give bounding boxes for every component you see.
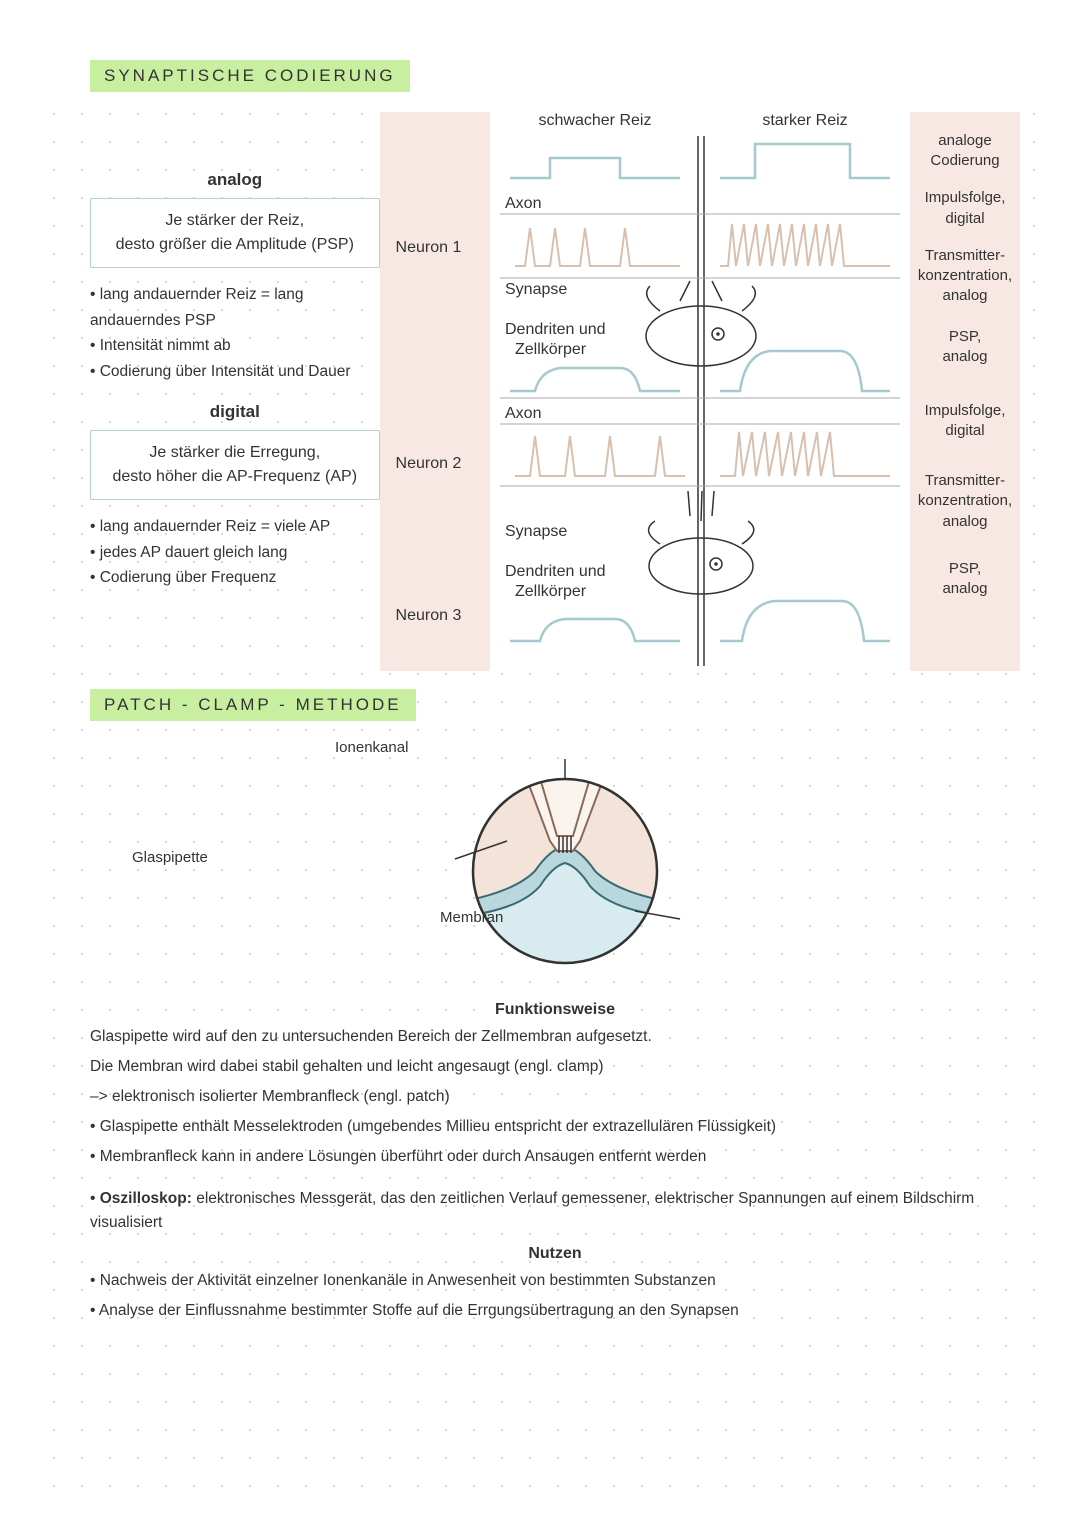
right-col: analoge Codierung Impulsfolge,digital Tr… xyxy=(910,112,1020,671)
svg-text:Axon: Axon xyxy=(505,405,541,422)
patch-clamp-diagram xyxy=(335,741,775,991)
left-column: analog Je stärker der Reiz, desto größer… xyxy=(90,112,380,671)
mid-n1: Neuron 1 xyxy=(390,214,480,282)
mid-n2: Neuron 2 xyxy=(390,430,480,498)
diag-headers: schwacher Reiz starker Reiz xyxy=(490,112,910,130)
mid-col: Neuron 1 Neuron 2 Neuron 3 xyxy=(380,112,490,671)
svg-text:Synapse: Synapse xyxy=(505,523,567,540)
svg-text:Dendriten und: Dendriten und xyxy=(505,563,606,580)
svg-text:Axon: Axon xyxy=(505,195,541,212)
funk-title: Funktionsweise xyxy=(90,1001,1020,1019)
funk-l1: Glaspipette wird auf den zu untersuchend… xyxy=(90,1025,1020,1049)
analog-box-l2: desto größer die Amplitude (PSP) xyxy=(116,236,354,253)
page-content: SYNAPTISCHE CODIERUNG analog Je stärker … xyxy=(0,0,1080,1359)
rl6: PSP,analog xyxy=(920,544,1010,614)
funk-b2: • Membranfleck kann in andere Lösungen ü… xyxy=(90,1145,1020,1169)
digital-box: Je stärker die Erregung, desto höher die… xyxy=(90,430,380,500)
lbl-ionenkanal: Ionenkanal xyxy=(335,739,408,756)
nutz-b1: • Nachweis der Aktivität einzelner Ionen… xyxy=(90,1269,1020,1293)
svg-text:Zellkörper: Zellkörper xyxy=(515,583,587,600)
dh1: schwacher Reiz xyxy=(490,112,700,130)
funk-l2: Die Membran wird dabei stabil gehalten u… xyxy=(90,1055,1020,1079)
diagram-col: schwacher Reiz starker Reiz Axon xyxy=(490,112,910,671)
svg-text:Zellkörper: Zellkörper xyxy=(515,341,587,358)
lbl-membran: Membran xyxy=(440,909,503,926)
signal-diagram: Axon Synapse D xyxy=(490,136,910,666)
db-l1: Je stärker die Erregung, xyxy=(149,444,320,461)
rl2: Transmitter-konzentration,analog xyxy=(920,241,1010,311)
rl3: PSP,analog xyxy=(920,311,1010,383)
analog-bullets: lang andauernder Reiz = lang andauerndes… xyxy=(90,282,380,384)
db-l2: desto höher die AP-Frequenz (AP) xyxy=(112,468,357,485)
nutzen-title: Nutzen xyxy=(90,1245,1020,1263)
ab3: Codierung über Intensität und Dauer xyxy=(90,359,380,385)
dbul1: lang andauernder Reiz = viele AP xyxy=(90,514,380,540)
nutz-b2: • Analyse der Einflussnahme bestimmter S… xyxy=(90,1299,1020,1323)
dbul2: jedes AP dauert gleich lang xyxy=(90,540,380,566)
rl4: Impulsfolge,digital xyxy=(920,383,1010,459)
funk-b1: • Glaspipette enthält Messelektroden (um… xyxy=(90,1115,1020,1139)
analog-box: Je stärker der Reiz, desto größer die Am… xyxy=(90,198,380,268)
ab1b: andauerndes PSP xyxy=(90,308,380,334)
analog-heading: analog xyxy=(90,170,380,190)
lbl-glaspipette: Glaspipette xyxy=(132,849,208,866)
dh2: starker Reiz xyxy=(700,112,910,130)
digital-bullets: lang andauernder Reiz = viele AP jedes A… xyxy=(90,514,380,591)
coding-grid: analog Je stärker der Reiz, desto größer… xyxy=(90,112,1020,671)
dbul3: Codierung über Frequenz xyxy=(90,565,380,591)
svg-text:Synapse: Synapse xyxy=(505,281,567,298)
ab1: lang andauernder Reiz = lang xyxy=(90,282,380,308)
rl1: Impulsfolge,digital xyxy=(920,176,1010,241)
funk-osz: • Oszilloskop: elektronisches Messgerät,… xyxy=(90,1187,1020,1235)
section2-title: PATCH - CLAMP - METHODE xyxy=(90,689,416,721)
rl5: Transmitter-konzentration,analog xyxy=(920,459,1010,544)
section1-title: SYNAPTISCHE CODIERUNG xyxy=(90,60,410,92)
mid-n3: Neuron 3 xyxy=(390,582,480,650)
digital-heading: digital xyxy=(90,402,380,422)
analog-box-l1: Je stärker der Reiz, xyxy=(165,212,304,229)
ab2: Intensität nimmt ab xyxy=(90,333,380,359)
svg-text:Dendriten und: Dendriten und xyxy=(505,321,606,338)
funk-l3: –> elektronisch isolierter Membranfleck … xyxy=(90,1085,1020,1109)
rl0: analoge Codierung xyxy=(920,126,1010,176)
